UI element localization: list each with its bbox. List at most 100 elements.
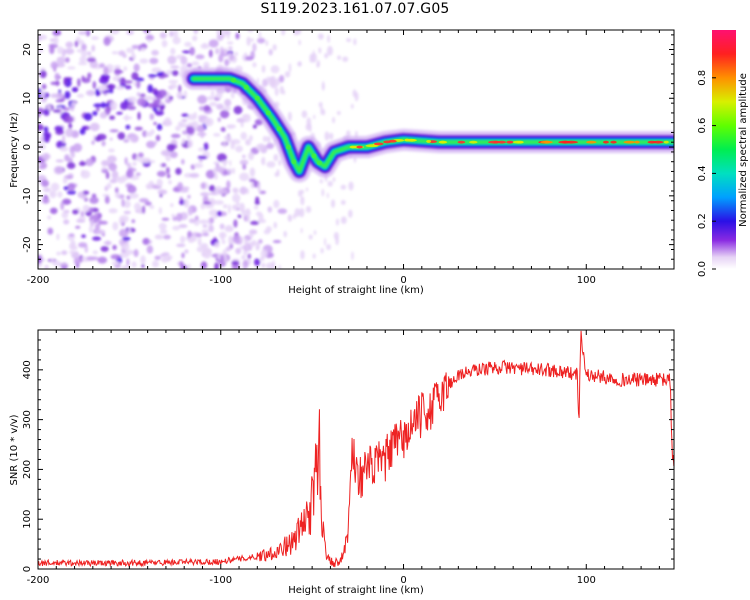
noise-blob: [274, 172, 280, 177]
noise-blob: [75, 225, 81, 229]
noise-blob: [150, 160, 156, 164]
noise-blob: [137, 152, 144, 158]
noise-blob: [224, 98, 232, 107]
colorbar: 0.0 0.2 0.4 0.6 0.8 Normalized spectral ampl…: [697, 30, 749, 277]
noise-blob: [239, 202, 245, 213]
noise-blob: [222, 248, 227, 258]
noise-blob: [61, 134, 66, 144]
noise-blob: [121, 198, 125, 208]
noise-blob: [52, 260, 61, 267]
noise-blob: [252, 62, 257, 68]
noise-blob: [144, 201, 152, 206]
noise-blob: [156, 178, 163, 188]
noise-blob: [56, 46, 64, 54]
noise-blob: [76, 48, 84, 53]
noise-blob: [120, 101, 129, 110]
noise-blob: [109, 178, 118, 184]
noise-blob: [335, 236, 339, 246]
noise-blob: [122, 236, 131, 241]
noise-blob: [181, 118, 188, 123]
noise-blob: [38, 114, 41, 118]
spectrogram-heatmap: [38, 30, 674, 269]
noise-blob: [138, 157, 148, 164]
noise-blob: [109, 115, 116, 120]
x-tick-label: 100: [577, 575, 596, 586]
noise-blob: [249, 167, 256, 177]
noise-blob: [233, 105, 243, 115]
noise-blob: [321, 188, 325, 197]
noise-blob: [50, 61, 59, 70]
noise-blob: [203, 61, 210, 69]
noise-blob: [340, 184, 347, 190]
noise-blob: [188, 218, 196, 224]
noise-blob: [253, 258, 261, 267]
noise-blob: [219, 64, 224, 69]
noise-blob: [313, 114, 316, 120]
ridge-peak: [634, 140, 640, 144]
noise-blob: [217, 117, 222, 122]
noise-blob: [215, 92, 223, 99]
noise-blob: [140, 255, 146, 264]
noise-blob: [47, 227, 54, 235]
noise-blob: [246, 36, 251, 47]
noise-blob: [350, 103, 354, 109]
noise-blob: [78, 31, 88, 35]
noise-blob: [336, 110, 341, 115]
noise-blob: [106, 182, 112, 189]
noise-blob: [189, 46, 195, 56]
noise-blob: [78, 216, 87, 220]
snr-line: [38, 330, 674, 568]
ridge-peak: [285, 144, 291, 150]
y-tick-label: 400: [22, 360, 33, 379]
noise-blob: [154, 110, 164, 116]
noise-blob: [324, 52, 329, 59]
noise-blob: [231, 260, 240, 266]
noise-blob: [218, 188, 228, 195]
noise-blob: [261, 158, 264, 165]
noise-blob: [248, 232, 254, 239]
noise-blob: [324, 237, 327, 246]
noise-blob: [72, 143, 83, 153]
noise-blob: [235, 145, 243, 153]
noise-blob: [166, 143, 175, 152]
noise-blob: [149, 204, 155, 209]
noise-blob: [87, 51, 92, 56]
noise-blob: [233, 219, 238, 228]
noise-blob: [59, 146, 69, 152]
noise-blob: [189, 173, 200, 178]
noise-blob: [73, 257, 81, 265]
noise-blob: [201, 244, 209, 250]
noise-blob: [240, 131, 247, 140]
noise-blob: [129, 192, 139, 199]
noise-blob: [351, 251, 354, 260]
noise-blob: [76, 36, 81, 42]
noise-blob: [56, 62, 66, 68]
noise-blob: [318, 101, 323, 108]
noise-blob: [79, 56, 87, 63]
ridge-peak: [663, 140, 669, 144]
colorbar-tick-label: 0.6: [697, 118, 708, 134]
noise-blob: [170, 47, 176, 55]
noise-blob: [111, 261, 120, 266]
noise-blob: [99, 63, 106, 68]
noise-blob: [154, 255, 161, 261]
spectrogram-frame: [37, 29, 675, 270]
noise-blob: [126, 162, 132, 168]
noise-blob: [93, 103, 103, 108]
noise-blob: [216, 33, 224, 41]
noise-blob: [321, 80, 325, 91]
ridge-peak: [265, 110, 271, 116]
noise-blob: [239, 236, 244, 243]
noise-blob: [43, 108, 50, 116]
noise-blob: [161, 163, 167, 168]
noise-blob: [55, 80, 60, 87]
noise-blob: [133, 63, 140, 72]
noise-blob: [300, 227, 303, 234]
noise-blob: [109, 101, 118, 109]
noise-blob: [318, 47, 322, 54]
noise-blob: [41, 179, 49, 188]
noise-blob: [56, 233, 60, 241]
noise-blob: [92, 80, 97, 90]
noise-blob: [227, 124, 235, 129]
